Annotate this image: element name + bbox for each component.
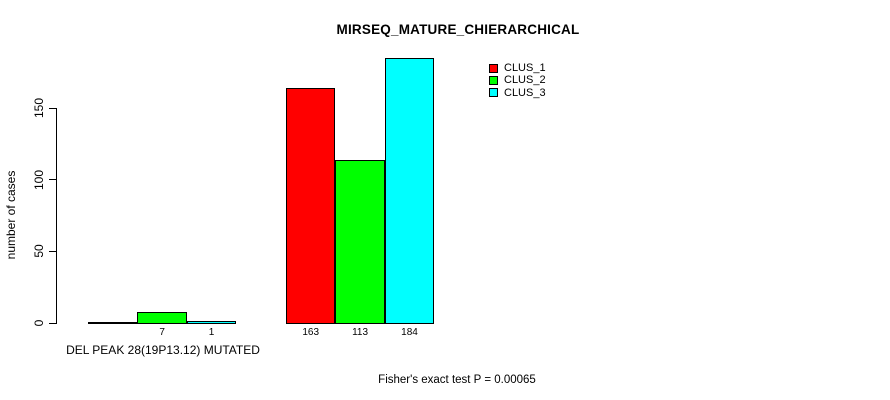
bar-value-label: 184: [401, 327, 418, 338]
bar-value-label: 7: [159, 327, 165, 338]
legend-swatch-clus-2: [489, 75, 498, 85]
legend-label: CLUS_2: [504, 74, 546, 87]
bar: [335, 160, 385, 324]
y-axis-tick: [49, 179, 56, 181]
bar: [186, 320, 237, 324]
y-axis-tick-label: 100: [32, 169, 46, 190]
chart-title: MIRSEQ_MATURE_CHIERARCHICAL: [336, 22, 580, 37]
y-axis-label: number of cases: [4, 170, 18, 260]
y-axis-tick: [49, 322, 56, 324]
bar: [137, 311, 187, 324]
legend-label: CLUS_3: [504, 86, 546, 99]
bar: [384, 58, 435, 324]
y-axis-tick: [49, 107, 56, 109]
y-axis-tick: [49, 250, 56, 252]
legend-item: CLUS_3: [489, 87, 546, 99]
legend-swatch-clus-3: [489, 88, 498, 98]
y-axis-tick-label: 150: [32, 97, 46, 119]
bar: [286, 88, 336, 324]
legend-label: CLUS_1: [504, 62, 546, 75]
legend-swatch-clus-1: [489, 63, 498, 73]
y-axis-tick-label: 50: [32, 244, 46, 259]
legend: CLUS_1 CLUS_2 CLUS_3: [489, 62, 546, 99]
x-category-label: DEL PEAK 28(19P13.12) MUTATED: [66, 343, 260, 357]
y-axis-tick-label: 0: [32, 319, 46, 327]
bar-value-label: 1: [208, 327, 215, 338]
bar-value-label: 163: [302, 327, 320, 338]
footer-annotation: Fisher's exact test P = 0.00065: [378, 374, 536, 386]
bar-value-label: 113: [352, 327, 369, 338]
legend-item: CLUS_1: [489, 62, 546, 74]
legend-item: CLUS_2: [489, 74, 546, 86]
y-axis-line: [56, 108, 57, 324]
